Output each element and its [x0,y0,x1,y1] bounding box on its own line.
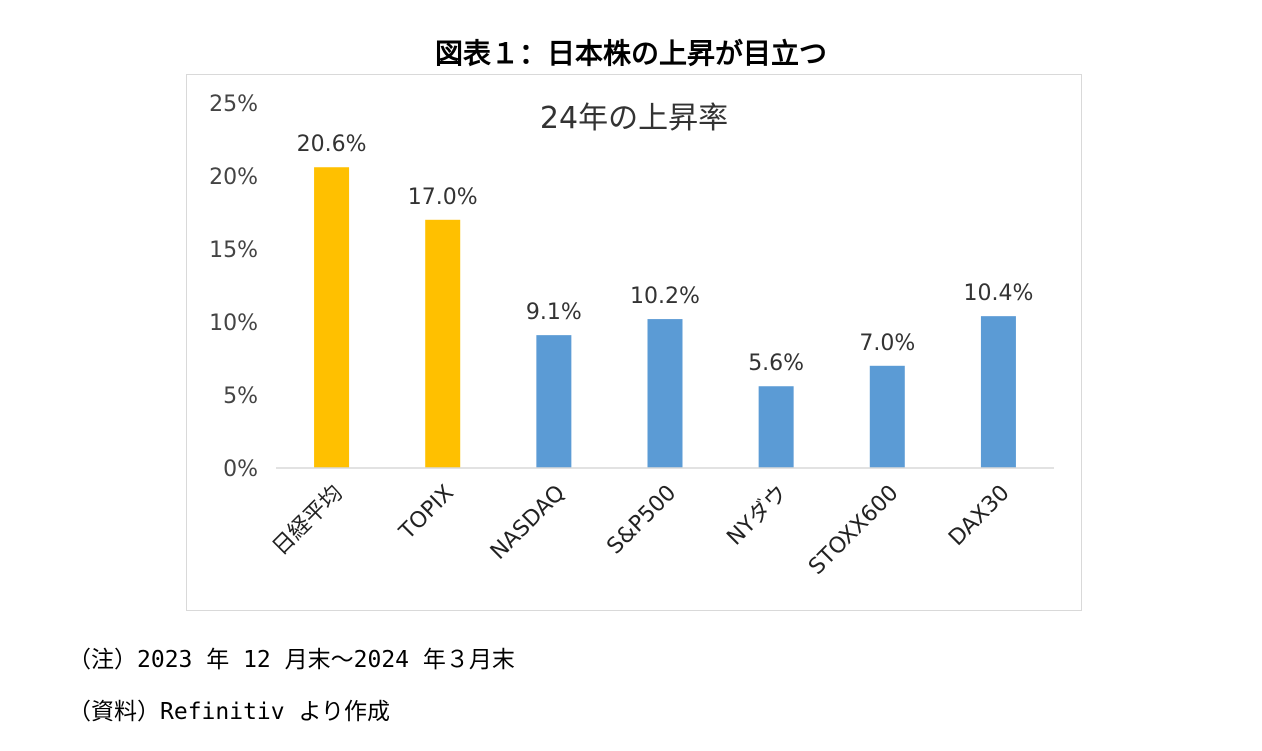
bar [869,365,905,468]
x-tick-label: TOPIX [394,481,459,546]
figure-title: 図表１：日本株の上昇が目立つ [434,37,827,70]
data-label: 5.6% [748,351,804,376]
y-tick-label: 20% [209,165,258,190]
y-tick-label: 25% [209,92,258,117]
x-tick-label: NASDAQ [486,481,570,565]
y-tick-label: 0% [223,457,258,482]
chart-title: 24年の上昇率 [540,101,728,136]
footnote-period: （注）2023 年 12 月末～2024 年３月末 [68,647,515,673]
y-tick-label: 10% [209,311,258,336]
data-label: 9.1% [526,300,582,325]
bar [536,335,572,468]
x-tick-label: NYダウ [722,481,792,551]
y-axis: 0% 5% 10% 15% 20% 25% [209,92,258,482]
bars [314,167,1016,468]
y-tick-label: 15% [209,238,258,263]
x-axis: 日経平均 TOPIX NASDAQ S&P500 NYダウ STOXX600 DAX30 [268,467,1054,580]
data-label: 10.4% [963,281,1033,306]
x-tick-label: STOXX600 [804,481,903,580]
bar [980,316,1016,468]
bar-chart: 24年の上昇率 0% 5% 10% 15% 20% 25% 20.6% 17.0% 9.1% 1… [209,92,1054,580]
bar [425,219,461,468]
data-label: 20.6% [297,132,367,157]
x-tick-label: DAX30 [944,481,1014,551]
data-label: 17.0% [408,185,478,210]
x-tick-label: S&P500 [602,481,681,560]
bar [314,167,350,468]
x-tick-label: 日経平均 [268,481,348,561]
bar [647,319,683,468]
data-labels: 20.6% 17.0% 9.1% 10.2% 5.6% 7.0% 10.4% [297,132,1034,376]
data-label: 7.0% [859,331,915,356]
data-label: 10.2% [630,284,700,309]
y-tick-label: 5% [223,384,258,409]
footnote-source: （資料）Refinitiv より作成 [68,699,391,725]
bar [758,386,794,468]
